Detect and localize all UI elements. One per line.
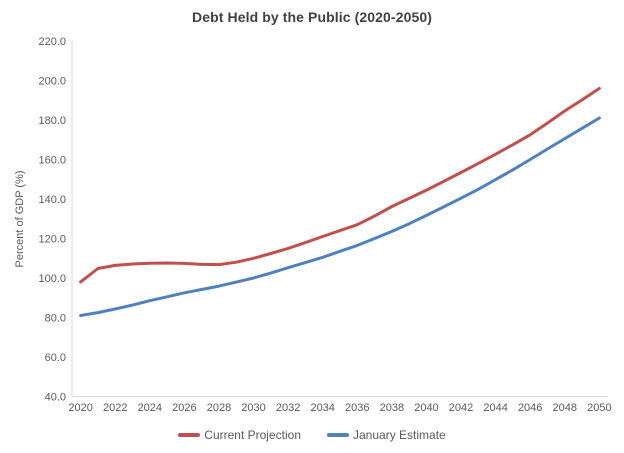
x-tick-label: 2048	[553, 402, 577, 414]
legend: Current Projection January Estimate	[0, 428, 624, 442]
x-tick-label: 2024	[138, 402, 162, 414]
x-tick-label: 2034	[310, 402, 334, 414]
y-tick-label: 140.0	[38, 194, 66, 206]
x-tick-label: 2050	[587, 402, 611, 414]
x-tick-label: 2036	[345, 402, 369, 414]
legend-item-current-projection: Current Projection	[178, 428, 301, 442]
x-tick-label: 2026	[172, 402, 196, 414]
y-tick-label: 60.0	[45, 352, 66, 364]
series-line-current-projection	[79, 86, 601, 284]
y-tick-label: 80.0	[45, 312, 66, 324]
legend-swatch-current-projection	[178, 433, 201, 437]
y-tick-label: 40.0	[45, 391, 66, 403]
x-tick-label: 2040	[414, 402, 438, 414]
y-tick-label: 200.0	[38, 75, 66, 87]
x-tick-label: 2022	[103, 402, 127, 414]
legend-item-january-estimate: January Estimate	[327, 428, 446, 442]
y-tick-label: 220.0	[38, 36, 66, 48]
y-tick-label: 180.0	[38, 115, 66, 127]
legend-swatch-january-estimate	[327, 433, 349, 437]
legend-label-january-estimate: January Estimate	[353, 428, 446, 442]
x-tick-label: 2030	[241, 402, 265, 414]
y-tick-label: 100.0	[38, 273, 66, 285]
x-tick-label: 2020	[68, 402, 92, 414]
x-tick-label: 2032	[276, 402, 300, 414]
x-tick-label: 2042	[449, 402, 473, 414]
x-tick-label: 2044	[483, 402, 507, 414]
legend-label-current-projection: Current Projection	[204, 428, 301, 442]
y-tick-label: 120.0	[38, 233, 66, 245]
chart-title: Debt Held by the Public (2020-2050)	[191, 9, 433, 25]
x-tick-label: 2028	[207, 402, 231, 414]
x-tick-label: 2046	[518, 402, 542, 414]
x-tick-label: 2038	[380, 402, 404, 414]
y-tick-label: 160.0	[38, 154, 66, 166]
series-line-january-estimate	[79, 116, 601, 317]
